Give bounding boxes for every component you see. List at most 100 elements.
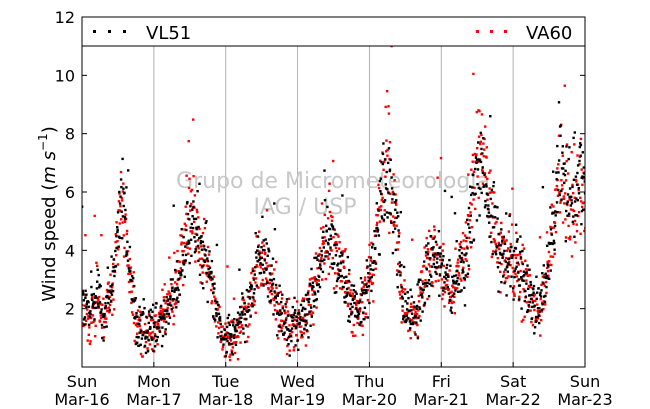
point-va60 (521, 243, 524, 247)
y-axis-label: Wind speed (m s−1) (36, 126, 60, 301)
point-va60 (101, 303, 104, 306)
point-va60 (481, 170, 484, 173)
point-vl51 (406, 291, 409, 294)
point-va60 (136, 325, 139, 328)
point-vl51 (514, 247, 518, 250)
point-vl51 (295, 315, 298, 319)
point-va60 (278, 323, 282, 327)
point-va60 (501, 242, 504, 245)
point-va60 (302, 332, 305, 335)
point-va60 (201, 271, 204, 274)
point-va60 (518, 295, 521, 298)
point-va60 (583, 229, 585, 233)
point-vl51 (249, 286, 252, 289)
point-vl51 (125, 186, 128, 189)
point-va60 (562, 197, 566, 200)
point-vl51 (261, 215, 264, 218)
point-va60 (232, 297, 236, 300)
point-vl51 (114, 249, 117, 253)
point-vl51 (300, 334, 304, 337)
point-vl51 (443, 189, 447, 193)
point-vl51 (543, 300, 547, 304)
point-va60 (500, 262, 503, 266)
point-vl51 (191, 226, 195, 230)
legend: VL51 VA60 (81, 16, 586, 47)
point-vl51 (496, 206, 499, 209)
point-va60 (203, 227, 207, 230)
point-va60 (217, 332, 220, 335)
point-va60 (556, 194, 560, 197)
point-vl51 (88, 323, 91, 326)
point-vl51 (426, 253, 430, 256)
point-vl51 (173, 290, 176, 293)
point-va60 (186, 217, 190, 220)
point-vl51 (349, 294, 352, 297)
point-vl51 (240, 316, 243, 319)
point-vl51 (390, 176, 393, 179)
point-va60 (247, 335, 250, 339)
point-vl51 (134, 297, 137, 300)
point-vl51 (235, 329, 238, 333)
point-vl51 (313, 305, 316, 308)
point-vl51 (429, 273, 432, 276)
point-vl51 (567, 212, 571, 215)
point-vl51 (271, 257, 275, 260)
point-vl51 (153, 325, 156, 328)
point-vl51 (179, 271, 183, 274)
point-va60 (432, 252, 435, 255)
point-va60 (537, 311, 540, 315)
point-va60 (190, 202, 193, 206)
point-vl51 (426, 281, 429, 285)
point-vl51 (529, 283, 533, 286)
point-vl51 (99, 284, 102, 288)
point-va60 (310, 313, 313, 316)
point-va60 (417, 309, 420, 312)
point-va60 (471, 160, 474, 163)
point-vl51 (317, 283, 320, 286)
point-va60 (318, 246, 322, 250)
point-va60 (299, 325, 303, 328)
point-va60 (82, 324, 85, 328)
point-va60 (255, 264, 258, 267)
point-va60 (385, 150, 388, 153)
point-va60 (313, 276, 317, 279)
point-vl51 (185, 228, 188, 232)
point-va60 (193, 220, 196, 224)
point-va60 (568, 214, 571, 217)
point-vl51 (352, 289, 355, 292)
point-vl51 (228, 323, 231, 327)
point-va60 (96, 264, 99, 267)
point-vl51 (266, 281, 269, 284)
point-va60 (416, 323, 419, 327)
point-va60 (116, 240, 119, 243)
point-va60 (415, 306, 418, 309)
point-va60 (398, 232, 401, 235)
point-vl51 (447, 292, 451, 295)
point-va60 (184, 205, 187, 208)
point-vl51 (294, 344, 297, 347)
point-vl51 (341, 194, 344, 197)
point-vl51 (480, 147, 483, 151)
point-vl51 (280, 312, 284, 315)
point-va60 (335, 249, 339, 253)
point-vl51 (226, 339, 229, 343)
point-vl51 (249, 315, 252, 318)
point-vl51 (286, 314, 290, 317)
point-va60 (111, 313, 114, 316)
point-vl51 (459, 290, 462, 293)
point-vl51 (357, 312, 361, 315)
point-vl51 (567, 157, 570, 161)
point-vl51 (329, 246, 332, 249)
point-vl51 (453, 212, 457, 215)
point-vl51 (490, 240, 493, 244)
point-vl51 (325, 224, 328, 227)
point-vl51 (371, 243, 375, 246)
point-va60 (486, 177, 489, 181)
point-va60 (172, 314, 176, 317)
point-va60 (508, 213, 512, 216)
point-vl51 (194, 240, 197, 243)
point-vl51 (119, 178, 123, 181)
point-vl51 (255, 256, 258, 259)
point-vl51 (126, 240, 129, 243)
point-vl51 (374, 234, 378, 237)
